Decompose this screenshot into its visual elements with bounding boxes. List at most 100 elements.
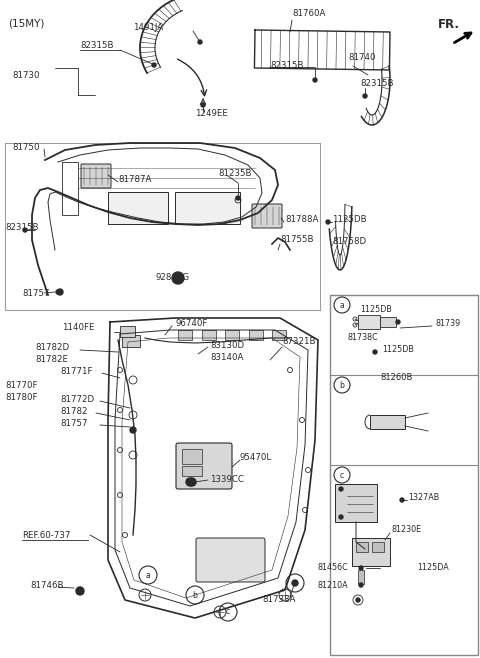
Text: 1491JA: 1491JA — [133, 24, 163, 32]
Text: 81260B: 81260B — [380, 374, 412, 382]
Circle shape — [236, 196, 240, 200]
Bar — [249, 330, 263, 340]
Circle shape — [186, 478, 194, 486]
Text: 81235B: 81235B — [218, 168, 252, 178]
Text: 81780F: 81780F — [5, 393, 37, 403]
FancyBboxPatch shape — [196, 538, 265, 582]
Text: REF.60-737: REF.60-737 — [22, 530, 71, 540]
Text: 83130D: 83130D — [210, 340, 244, 349]
Text: a: a — [340, 301, 344, 309]
Text: 82315B: 82315B — [80, 41, 113, 50]
Text: 81760A: 81760A — [292, 9, 325, 18]
Text: c: c — [226, 607, 230, 617]
Circle shape — [359, 583, 363, 587]
Text: 81782: 81782 — [60, 407, 87, 417]
Circle shape — [363, 94, 367, 98]
Bar — [335, 484, 377, 522]
Text: b: b — [339, 380, 345, 390]
Circle shape — [339, 487, 343, 491]
Bar — [352, 538, 390, 566]
Text: 81739: 81739 — [435, 318, 460, 328]
Bar — [330, 295, 478, 655]
Text: a: a — [145, 570, 150, 580]
Bar — [358, 315, 380, 329]
Circle shape — [339, 515, 343, 519]
Circle shape — [396, 320, 400, 324]
Text: 92843G: 92843G — [155, 274, 189, 282]
Bar — [182, 466, 202, 476]
Text: 95470L: 95470L — [240, 453, 272, 461]
Bar — [202, 330, 216, 340]
Circle shape — [76, 587, 84, 595]
FancyBboxPatch shape — [252, 204, 282, 228]
Circle shape — [56, 290, 60, 294]
Circle shape — [198, 40, 202, 44]
Circle shape — [326, 220, 330, 224]
Bar — [225, 330, 239, 340]
Circle shape — [23, 228, 27, 232]
Text: 81757: 81757 — [22, 288, 49, 297]
Text: 81771F: 81771F — [60, 368, 93, 376]
Text: 81755B: 81755B — [280, 236, 313, 245]
Bar — [108, 192, 168, 224]
Circle shape — [356, 598, 360, 602]
FancyBboxPatch shape — [81, 164, 111, 188]
Text: 81788A: 81788A — [285, 216, 318, 224]
Text: 1339CC: 1339CC — [210, 476, 244, 484]
Text: 1140FE: 1140FE — [62, 322, 95, 332]
Text: b: b — [192, 590, 197, 599]
Text: 96740F: 96740F — [175, 318, 207, 328]
Text: 83140A: 83140A — [210, 353, 243, 361]
Circle shape — [359, 566, 363, 570]
Text: 1125DB: 1125DB — [332, 216, 367, 224]
Text: 81746B: 81746B — [30, 582, 63, 590]
Text: 81750: 81750 — [12, 143, 39, 153]
Circle shape — [400, 498, 404, 502]
Circle shape — [373, 350, 377, 354]
Bar — [272, 330, 286, 340]
Text: 1249EE: 1249EE — [195, 109, 228, 118]
Bar — [122, 335, 140, 347]
Circle shape — [292, 580, 298, 586]
Text: 81758D: 81758D — [332, 238, 366, 247]
Bar — [182, 449, 202, 464]
Text: 81757: 81757 — [60, 420, 87, 428]
Text: 82315B: 82315B — [360, 80, 394, 88]
Bar — [380, 317, 396, 327]
Text: 81772D: 81772D — [60, 395, 94, 405]
Text: 87321B: 87321B — [282, 338, 315, 347]
Text: 82315B: 82315B — [5, 224, 38, 232]
Text: (15MY): (15MY) — [8, 18, 44, 28]
Text: 81740: 81740 — [348, 53, 375, 63]
Circle shape — [188, 478, 196, 486]
Circle shape — [313, 78, 317, 82]
Text: 1125DB: 1125DB — [382, 345, 414, 355]
Text: 1125DA: 1125DA — [417, 563, 449, 572]
Bar — [120, 326, 135, 337]
Bar — [356, 542, 368, 552]
Text: 81738A: 81738A — [262, 595, 295, 605]
Text: FR.: FR. — [438, 18, 460, 31]
Bar — [358, 570, 364, 584]
Text: 81738C: 81738C — [348, 332, 379, 342]
Text: 81230E: 81230E — [392, 526, 422, 534]
Text: 81782E: 81782E — [35, 355, 68, 365]
Text: 1327AB: 1327AB — [408, 494, 439, 503]
Text: 81456C: 81456C — [317, 563, 348, 572]
Text: 81787A: 81787A — [118, 176, 151, 184]
FancyBboxPatch shape — [176, 443, 232, 489]
Bar — [370, 415, 405, 429]
Circle shape — [130, 427, 136, 433]
Circle shape — [201, 103, 205, 107]
Circle shape — [152, 63, 156, 67]
Bar — [175, 192, 240, 224]
Text: 81770F: 81770F — [5, 382, 37, 390]
Text: 81782D: 81782D — [35, 343, 69, 353]
Text: 1125DB: 1125DB — [360, 305, 392, 315]
Circle shape — [172, 272, 184, 284]
Bar — [178, 330, 192, 340]
Text: a: a — [293, 578, 298, 588]
Circle shape — [57, 289, 63, 295]
Text: 81210A: 81210A — [317, 580, 348, 590]
Text: 82315B: 82315B — [270, 61, 303, 70]
